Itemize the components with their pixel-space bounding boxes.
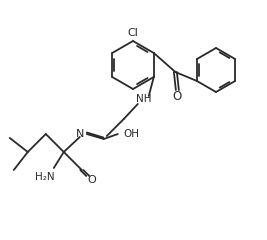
- Text: O: O: [87, 175, 96, 185]
- Text: H₂N: H₂N: [35, 172, 54, 182]
- Text: N: N: [76, 129, 84, 139]
- Text: OH: OH: [124, 129, 140, 139]
- Text: NH: NH: [136, 94, 152, 104]
- Text: Cl: Cl: [128, 28, 138, 38]
- Text: O: O: [173, 90, 182, 103]
